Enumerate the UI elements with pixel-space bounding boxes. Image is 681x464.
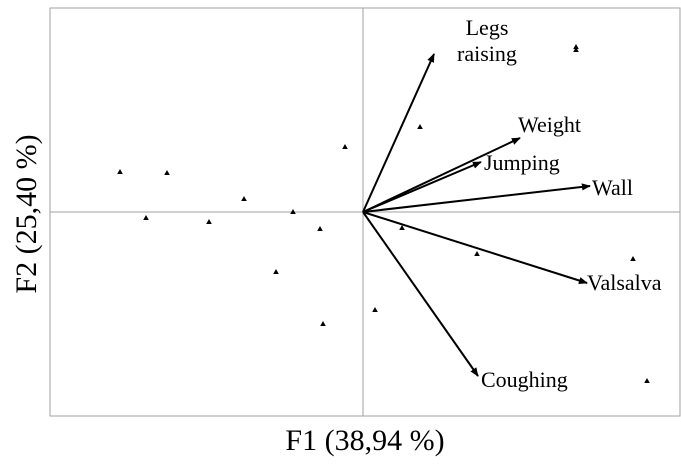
point <box>117 169 123 174</box>
vector-label: Legs raising <box>457 15 517 66</box>
loading-vector <box>362 137 521 213</box>
loading-vector <box>362 211 479 377</box>
point <box>630 256 636 261</box>
loading-vector <box>362 161 482 213</box>
vector-label: Coughing <box>481 367 568 392</box>
vector-label: Wall <box>592 175 633 200</box>
point <box>644 378 650 383</box>
y-axis-label: F2 (25,40 %) <box>10 134 43 293</box>
point <box>320 321 326 326</box>
loading-vector <box>362 183 591 213</box>
vector-label: Valsalva <box>587 270 662 295</box>
point <box>206 219 212 224</box>
vector-label: Weight <box>518 112 581 137</box>
point <box>164 170 170 175</box>
point <box>399 225 405 230</box>
point <box>474 251 480 256</box>
point <box>143 215 149 220</box>
point <box>573 47 579 52</box>
loading-vector <box>362 211 588 284</box>
point <box>573 44 579 49</box>
loading-vector <box>362 53 435 213</box>
point <box>241 196 247 201</box>
x-axis-label: F1 (38,94 %) <box>285 424 444 457</box>
vector-label: Jumping <box>484 150 560 175</box>
point <box>417 124 423 129</box>
point <box>372 307 378 312</box>
point <box>273 269 279 274</box>
point <box>290 209 296 214</box>
point <box>317 226 323 231</box>
point <box>342 144 348 149</box>
